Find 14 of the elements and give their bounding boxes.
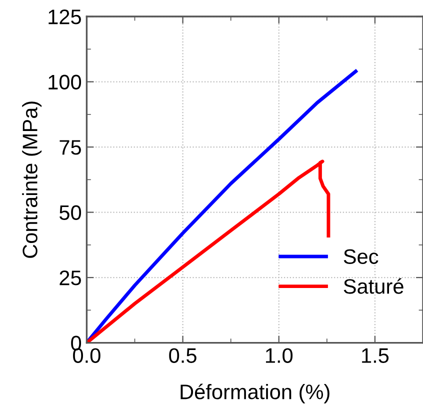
y-tick-label: 100 [48, 74, 82, 90]
line-series [86, 160, 330, 343]
y-tick-label: 75 [60, 140, 81, 155]
y-tick-label: 25 [60, 270, 81, 286]
x-tick-label: 0.5 [169, 348, 196, 363]
y-tick-label: 125 [48, 10, 81, 24]
x-axis-title: Déformation (%) [180, 384, 330, 404]
x-tick-label: 0.0 [73, 348, 100, 363]
y-axis-title: Contrainte (MPa) [22, 102, 42, 258]
legend-label: Sec [344, 249, 378, 264]
legend-label: Saturé [344, 278, 404, 294]
x-tick-label: 1.0 [266, 348, 293, 363]
x-tick-label: 1.5 [362, 348, 389, 363]
y-tick-label: 50 [60, 205, 82, 220]
